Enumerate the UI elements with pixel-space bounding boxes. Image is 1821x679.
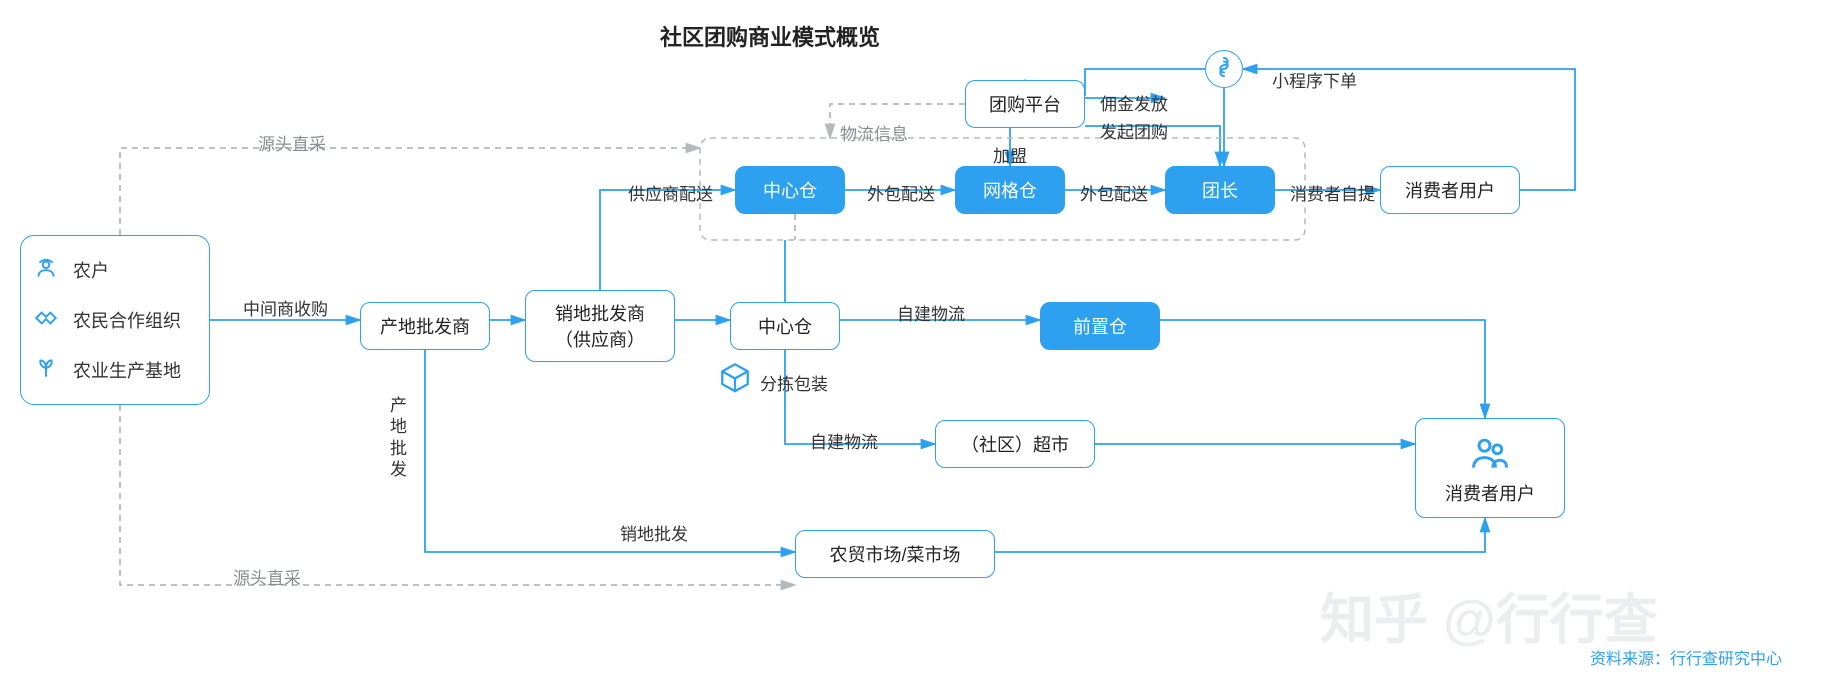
edge xyxy=(120,148,700,235)
farmer-icon xyxy=(33,255,59,286)
sources-item-label: 农业生产基地 xyxy=(73,357,181,383)
node-leader: 团长 xyxy=(1165,166,1275,214)
sources-item: 农业生产基地 xyxy=(33,345,197,395)
node-label: 农贸市场/菜市场 xyxy=(829,541,960,567)
handshake-icon xyxy=(33,305,59,336)
label-self_logi1: 自建物流 xyxy=(897,300,965,325)
node-producer: 产地批发商 xyxy=(360,302,490,350)
plant-icon xyxy=(33,355,59,386)
edge xyxy=(120,405,795,585)
sources-item-label: 农民合作组织 xyxy=(73,307,181,333)
node-label: 前置仓 xyxy=(1073,313,1127,339)
node-wetmkt: 农贸市场/菜市场 xyxy=(795,530,995,578)
label-self_pickup: 消费者自提 xyxy=(1290,180,1375,205)
node-grid: 网格仓 xyxy=(955,166,1065,214)
label-commission: 佣金发放 xyxy=(1100,90,1168,115)
sources-box: 农户农民合作组织农业生产基地 xyxy=(20,235,210,405)
label-origin_whsl: 产 地 批 发 xyxy=(390,395,407,480)
sources-item: 农民合作组织 xyxy=(33,295,197,345)
diagram-title: 社区团购商业模式概览 xyxy=(660,20,880,52)
label-sorting: 分拣包装 xyxy=(760,370,828,395)
node-label: 网格仓 xyxy=(983,177,1037,203)
label-supplier_ship: 供应商配送 xyxy=(628,180,713,205)
node-center2: 中心仓 xyxy=(730,302,840,350)
diagram-stage: { "colors": { "edge": "#2da0f0", "edge_g… xyxy=(0,0,1821,679)
node-label: 消费者用户 xyxy=(1445,480,1535,506)
node-wholesaler: 销地批发商 （供应商） xyxy=(525,290,675,362)
node-label: 消费者用户 xyxy=(1405,177,1495,203)
edge xyxy=(600,190,735,290)
node-label: 团购平台 xyxy=(989,91,1061,117)
node-label: 中心仓 xyxy=(758,313,812,339)
miniprogram-icon xyxy=(1213,56,1235,83)
node-center1: 中心仓 xyxy=(735,166,845,214)
node-label: （社区）超市 xyxy=(961,431,1069,457)
label-logistics_info: 物流信息 xyxy=(840,120,908,145)
node-miniprog xyxy=(1205,50,1243,88)
node-label: 团长 xyxy=(1202,177,1238,203)
node-supermkt: （社区）超市 xyxy=(935,420,1095,468)
edge xyxy=(995,518,1485,552)
label-outsource1: 外包配送 xyxy=(867,180,935,205)
label-start_group: 发起团购 xyxy=(1100,118,1168,143)
node-label: 产地批发商 xyxy=(380,313,470,339)
users-icon xyxy=(1468,431,1512,480)
source-credit: 资料来源：行行查研究中心 xyxy=(1590,645,1782,669)
label-direct_top: 源头直采 xyxy=(258,130,326,155)
label-direct_bot: 源头直采 xyxy=(233,564,301,589)
node-platform: 团购平台 xyxy=(965,80,1085,128)
node-consumer1: 消费者用户 xyxy=(1380,166,1520,214)
label-middleman: 中间商收购 xyxy=(243,295,328,320)
label-dest_whsl: 销地批发 xyxy=(620,520,688,545)
node-front: 前置仓 xyxy=(1040,302,1160,350)
label-outsource2: 外包配送 xyxy=(1080,180,1148,205)
edge xyxy=(1160,320,1485,418)
label-franchise: 加盟 xyxy=(993,142,1027,167)
node-consumer2: 消费者用户 xyxy=(1415,418,1565,518)
label-self_logi2: 自建物流 xyxy=(810,428,878,453)
sources-item-label: 农户 xyxy=(73,257,109,283)
node-label: 销地批发商 （供应商） xyxy=(555,300,645,352)
watermark-text: 知乎 @行行查 xyxy=(1320,575,1658,654)
label-mini_order: 小程序下单 xyxy=(1272,67,1357,92)
sources-item: 农户 xyxy=(33,245,197,295)
node-label: 中心仓 xyxy=(763,177,817,203)
package-icon xyxy=(718,360,752,399)
